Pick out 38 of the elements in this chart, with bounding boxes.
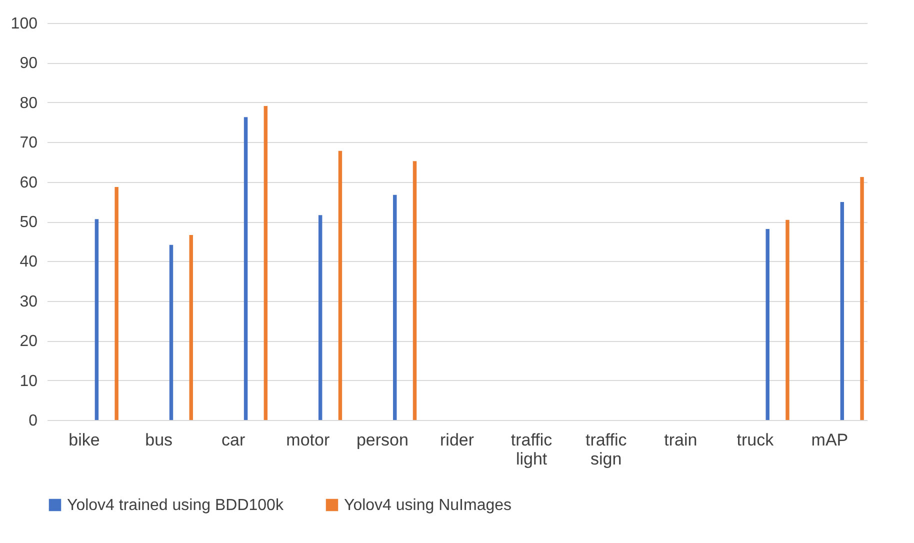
- bar: [114, 186, 118, 420]
- y-tick-label: 10: [20, 372, 38, 390]
- bar: [244, 117, 248, 420]
- bar: [94, 219, 99, 420]
- x-tick-label: person: [356, 430, 408, 450]
- y-tick-label: 50: [20, 214, 38, 231]
- x-tick-label: mAP: [811, 430, 848, 450]
- x-tick-label: train: [664, 430, 698, 450]
- legend-label: Yolov4 trained using BDD100k: [67, 497, 284, 514]
- bar: [766, 229, 770, 420]
- y-tick-label: 40: [20, 254, 38, 271]
- bar: [169, 244, 174, 420]
- bar: [412, 161, 417, 420]
- bar: [318, 215, 322, 420]
- legend-label: Yolov4 using NuImages: [344, 497, 512, 514]
- bar: [393, 194, 397, 420]
- bar: [786, 220, 790, 420]
- y-tick-label: 0: [28, 412, 38, 430]
- bar: [840, 202, 844, 420]
- bar: [338, 150, 342, 420]
- bar: [264, 106, 268, 420]
- x-tick-label: truck: [736, 430, 774, 450]
- x-tick-label: traffic light: [510, 430, 553, 468]
- y-tick-label: 90: [20, 55, 38, 72]
- bar: [189, 235, 193, 420]
- x-tick-label: bus: [145, 430, 173, 450]
- bar: [860, 177, 864, 420]
- y-tick-label: 70: [20, 134, 38, 152]
- y-tick-label: 60: [20, 174, 38, 192]
- x-tick-label: motor: [286, 430, 330, 450]
- x-tick-label: traffic sign: [585, 430, 628, 468]
- y-tick-label: 30: [20, 293, 38, 310]
- y-tick-label: 80: [20, 94, 38, 112]
- x-tick-label: car: [222, 430, 246, 450]
- x-tick-label: rider: [440, 430, 474, 450]
- y-tick-label: 100: [10, 16, 38, 32]
- y-tick-label: 20: [20, 333, 38, 350]
- x-tick-label: bike: [68, 430, 100, 450]
